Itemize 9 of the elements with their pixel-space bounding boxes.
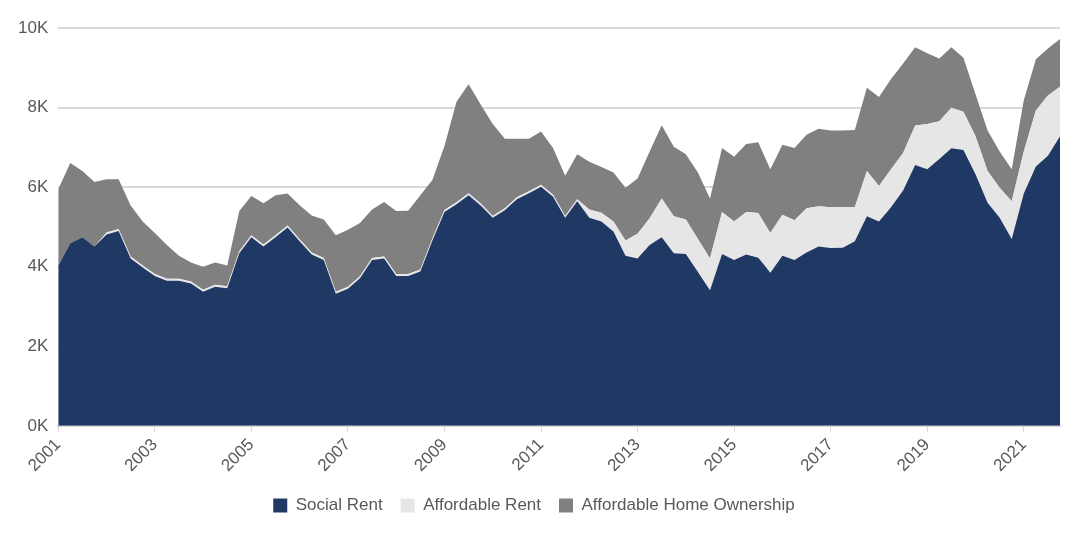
- legend-label: Affordable Home Ownership: [581, 495, 795, 515]
- y-tick-label: 4K: [27, 256, 49, 276]
- y-tick-label: 2K: [27, 335, 49, 355]
- y-tick-label: 6K: [27, 176, 49, 196]
- y-tick-label: 0K: [27, 415, 49, 435]
- y-tick-label: 10K: [18, 17, 49, 37]
- legend-label: Affordable Rent: [423, 495, 542, 515]
- legend-label: Social Rent: [295, 495, 383, 515]
- y-tick-label: 8K: [27, 97, 49, 117]
